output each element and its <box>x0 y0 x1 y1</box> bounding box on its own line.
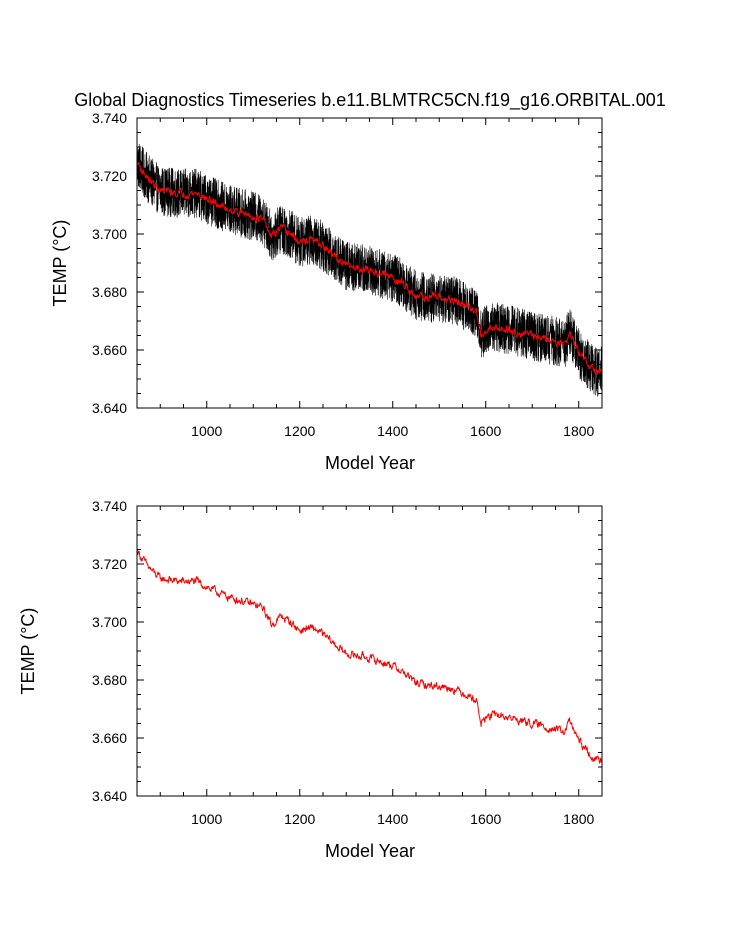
bottom-y-tick-label: 3.720 <box>92 556 127 572</box>
top-x-tick-label: 1000 <box>191 423 222 439</box>
bottom-ticks-layer <box>137 505 602 796</box>
top-y-tick-label: 3.660 <box>92 342 127 358</box>
top-y-tick-label: 3.740 <box>92 110 127 126</box>
top-y-axis-label: TEMP (°C) <box>50 220 70 307</box>
top-ticks-layer <box>137 117 602 408</box>
bottom-y-tick-label: 3.660 <box>92 730 127 746</box>
top-y-tick-label: 3.640 <box>92 400 127 416</box>
figure-title: Global Diagnostics Timeseries b.e11.BLMT… <box>74 90 666 111</box>
bottom-y-tick-label: 3.680 <box>92 672 127 688</box>
bottom-y-axis-label: TEMP (°C) <box>18 608 38 695</box>
bottom-x-tick-label: 1000 <box>191 811 222 827</box>
bottom-panel: 1000 1200 1400 1600 1800 3.640 3.660 3.680 3.700… <box>18 498 603 861</box>
top-panel: 1000 1200 1400 1600 1800 3.640 3.660 3.680 3.700… <box>50 110 603 473</box>
bottom-x-tick-label: 1200 <box>284 811 315 827</box>
top-plot-frame <box>136 117 603 409</box>
top-series-annual-mean <box>136 160 603 375</box>
bottom-y-tick-label: 3.640 <box>92 788 127 804</box>
top-tick-labels: 1000 1200 1400 1600 1800 3.640 3.660 3.680 3.700… <box>92 110 595 439</box>
top-series-layer <box>136 144 603 397</box>
bottom-tick-labels: 1000 1200 1400 1600 1800 3.640 3.660 3.680 3.700… <box>92 498 595 827</box>
bottom-x-tick-label: 1400 <box>377 811 408 827</box>
top-x-axis-label: Model Year <box>325 453 415 473</box>
top-x-tick-label: 1200 <box>284 423 315 439</box>
bottom-x-tick-label: 1800 <box>563 811 594 827</box>
top-x-tick-label: 1800 <box>563 423 594 439</box>
top-series-monthly <box>136 144 603 397</box>
bottom-series-annual-mean <box>136 547 603 764</box>
top-y-tick-label: 3.680 <box>92 284 127 300</box>
top-x-tick-label: 1600 <box>470 423 501 439</box>
bottom-series-layer <box>136 547 603 764</box>
bottom-x-axis-label: Model Year <box>325 841 415 861</box>
bottom-y-tick-label: 3.700 <box>92 614 127 630</box>
bottom-plot-frame <box>136 505 603 797</box>
bottom-x-tick-label: 1600 <box>470 811 501 827</box>
top-x-tick-label: 1400 <box>377 423 408 439</box>
top-y-tick-label: 3.700 <box>92 226 127 242</box>
bottom-y-tick-label: 3.740 <box>92 498 127 514</box>
top-y-tick-label: 3.720 <box>92 168 127 184</box>
